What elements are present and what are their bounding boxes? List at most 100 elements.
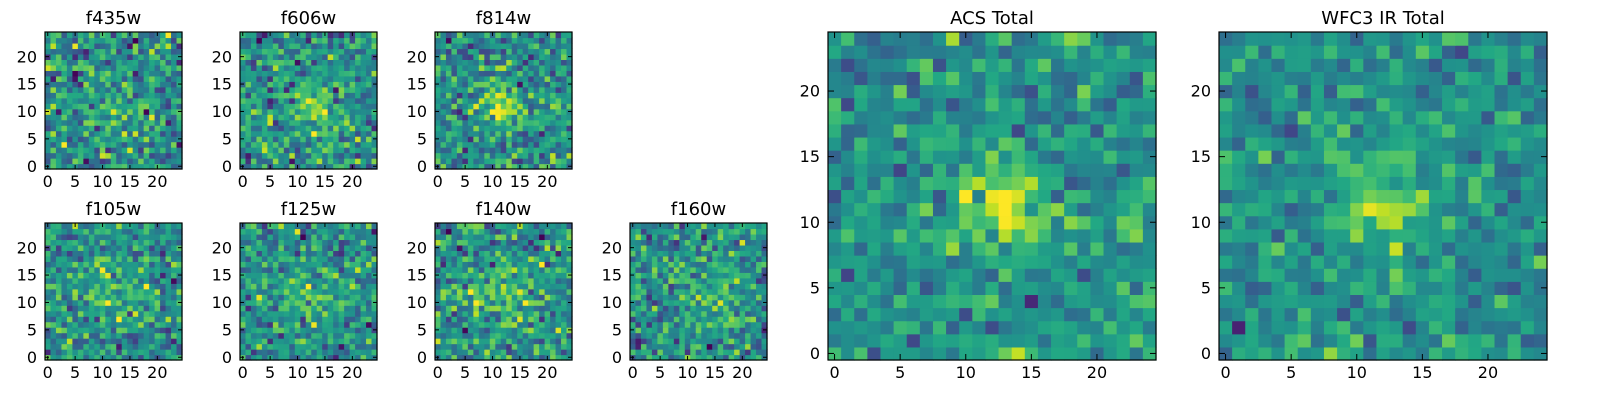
heatmap-cell — [360, 223, 367, 230]
heatmap-cell — [267, 42, 274, 50]
heatmap-cell — [149, 114, 156, 121]
heatmap-cell — [338, 223, 345, 230]
heatmap-cell — [550, 228, 557, 235]
heatmap-cell — [300, 108, 307, 115]
heatmap-cell — [99, 64, 106, 71]
heatmap-cell — [333, 239, 340, 246]
heatmap-cell — [344, 103, 351, 110]
heatmap-cell — [478, 294, 485, 301]
heatmap-cell — [445, 70, 453, 77]
heatmap-cell — [72, 283, 79, 290]
heatmap-cell — [250, 53, 258, 60]
heatmap-cell — [349, 147, 356, 154]
heatmap-cell — [121, 108, 128, 115]
heatmap-cell — [828, 228, 842, 243]
heatmap-cell — [673, 277, 680, 284]
heatmap-cell — [110, 266, 117, 273]
heatmap-cell — [522, 53, 529, 60]
x-tick-label: 10 — [482, 363, 502, 382]
heatmap-cell — [462, 103, 469, 110]
heatmap-cell — [701, 354, 708, 361]
heatmap-cell — [143, 299, 150, 306]
heatmap-cell — [761, 310, 768, 317]
heatmap-cell — [506, 332, 513, 339]
heatmap-cell — [561, 310, 568, 317]
heatmap-cell — [116, 59, 123, 66]
heatmap-cell — [723, 354, 730, 361]
heatmap-cell — [456, 272, 463, 279]
heatmap-cell — [121, 70, 128, 77]
heatmap-cell — [1077, 255, 1091, 269]
heatmap-cell — [371, 48, 378, 55]
heatmap-cell — [451, 64, 458, 71]
heatmap-cell — [739, 316, 746, 323]
heatmap-cell — [1051, 333, 1065, 348]
heatmap-cell — [116, 272, 123, 279]
heatmap-cell — [561, 97, 568, 104]
heatmap-cell — [160, 75, 167, 82]
heatmap-cell — [1077, 241, 1091, 256]
heatmap-cell — [245, 59, 252, 66]
heatmap-cell — [176, 316, 183, 323]
heatmap-cell — [110, 316, 117, 323]
heatmap-cell — [1116, 202, 1131, 217]
heatmap-cell — [327, 316, 334, 323]
heatmap-cell — [550, 288, 557, 295]
heatmap-cell — [72, 338, 79, 345]
heatmap-cell — [66, 266, 73, 273]
heatmap-cell — [88, 147, 95, 154]
heatmap-cell — [50, 299, 57, 306]
heatmap-cell — [333, 299, 340, 306]
heatmap-cell — [116, 305, 123, 312]
heatmap-cell — [127, 288, 134, 295]
heatmap-cell — [1064, 255, 1078, 269]
heatmap-cell — [176, 332, 183, 339]
heatmap-cell — [261, 223, 268, 230]
heatmap-cell — [462, 108, 469, 115]
heatmap-cell — [360, 305, 367, 312]
heatmap-cell — [539, 163, 546, 170]
heatmap-cell — [116, 327, 123, 334]
heatmap-cell — [88, 288, 95, 295]
heatmap-cell — [761, 223, 768, 230]
heatmap-cell — [338, 310, 345, 317]
heatmap-cell — [473, 244, 480, 251]
heatmap-cell — [646, 277, 653, 284]
heatmap-cell — [440, 125, 447, 132]
heatmap-cell — [300, 152, 307, 159]
heatmap-cell — [160, 261, 167, 268]
heatmap-cell — [66, 223, 73, 230]
heatmap-cell — [528, 310, 535, 317]
heatmap-cell — [555, 332, 562, 339]
heatmap-cell — [467, 114, 474, 121]
heatmap-cell — [522, 59, 529, 66]
heatmap-cell — [316, 250, 323, 257]
heatmap-cell — [566, 119, 573, 126]
heatmap-cell — [528, 244, 535, 251]
heatmap-cell — [761, 266, 768, 273]
heatmap-cell — [1011, 163, 1026, 177]
heatmap-cell — [83, 272, 90, 279]
heatmap-cell — [138, 158, 145, 165]
heatmap-cell — [717, 294, 724, 301]
heatmap-cell — [50, 103, 57, 110]
heatmap-cell — [154, 310, 161, 317]
heatmap-cell — [311, 141, 318, 148]
heatmap-cell — [566, 130, 573, 137]
heatmap-cell — [561, 343, 568, 350]
heatmap-cell — [344, 114, 351, 121]
heatmap-cell — [366, 119, 373, 126]
heatmap-cell — [322, 59, 329, 66]
heatmap-cell — [66, 86, 73, 93]
heatmap-cell — [690, 310, 697, 317]
heatmap-cell — [550, 97, 557, 104]
heatmap-cell — [522, 255, 529, 262]
heatmap-cell — [371, 64, 378, 71]
heatmap-cell — [640, 272, 648, 279]
heatmap-cell — [149, 136, 156, 143]
heatmap-cell — [338, 261, 345, 268]
heatmap-cell — [893, 215, 908, 230]
heatmap-cell — [489, 103, 496, 110]
heatmap-cell — [517, 332, 524, 339]
